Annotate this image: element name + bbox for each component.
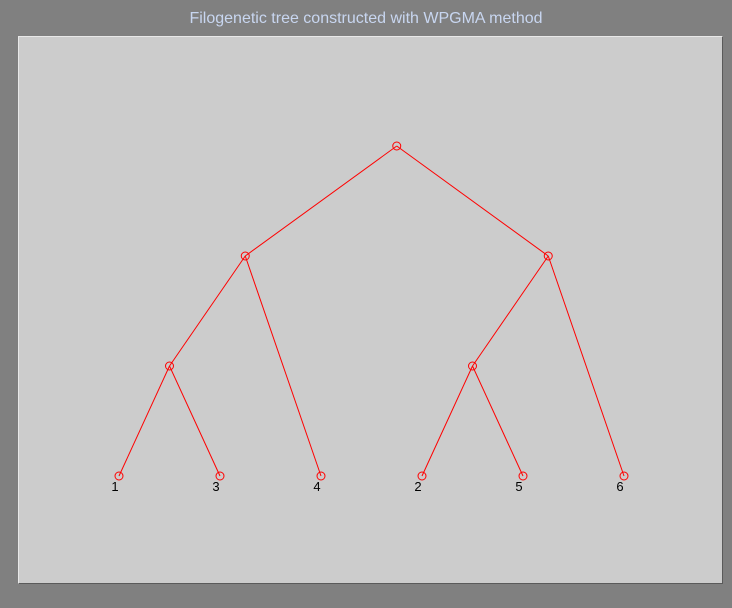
tree-edge-A-C [169, 255, 246, 367]
tree-edge-D-leaf-2 [421, 365, 473, 477]
tree-edge-C-leaf-3 [169, 365, 221, 477]
tree-node-leaf-3 [215, 471, 225, 481]
tree-node-leaf-4 [316, 471, 326, 481]
tree-edge-D-leaf-5 [472, 365, 524, 477]
tree-edge-A-leaf-4 [244, 255, 322, 477]
tree-node-D [468, 361, 477, 371]
tree-node-A [240, 251, 250, 261]
tree-node-leaf-5 [518, 471, 528, 481]
leaf-label-5: 5 [515, 479, 522, 494]
plot-area: 1 3 4 2 5 6 [18, 36, 723, 584]
leaf-label-3: 3 [212, 479, 219, 494]
tree-edge-root-A [244, 145, 398, 257]
tree-node-leaf-1 [114, 471, 124, 481]
tree-edge-root-B [396, 145, 549, 257]
figure-title: Filogenetic tree constructed with WPGMA … [189, 10, 543, 27]
tree-node-leaf-6 [619, 471, 629, 481]
leaf-label-6: 6 [616, 479, 623, 494]
leaf-label-1: 1 [111, 479, 118, 494]
leaf-label-2: 2 [414, 479, 421, 494]
tree-edge-C-leaf-1 [118, 365, 170, 477]
tree-edge-B-D [472, 255, 549, 367]
leaf-label-4: 4 [313, 479, 320, 494]
tree-node-leaf-2 [417, 471, 427, 481]
phylogenetic-tree: 1 3 4 2 5 6 [111, 141, 629, 494]
tree-node-B [543, 251, 553, 261]
tree-edge-B-leaf-6 [547, 255, 625, 477]
tree-node-root [392, 141, 402, 151]
tree-node-C [165, 361, 174, 371]
